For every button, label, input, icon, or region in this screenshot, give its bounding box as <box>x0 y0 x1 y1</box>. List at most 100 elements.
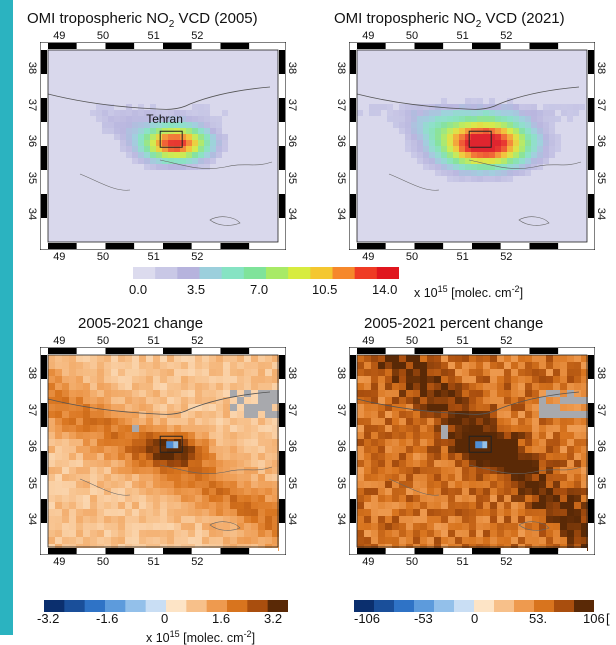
panel-title-2021: OMI tropospheric NO2 VCD (2021) <box>334 10 565 30</box>
tehran-box <box>159 130 183 148</box>
lat-tick-label: 36 <box>595 440 608 453</box>
lon-tick-label: 50 <box>405 251 419 263</box>
lat-tick-label: 37 <box>286 98 299 111</box>
cbar-pct-unit-fragment: [ <box>606 611 610 626</box>
lat-tick-label: 34 <box>286 208 299 221</box>
lon-tick-label: 49 <box>362 335 375 347</box>
colorbar-swatch <box>44 600 65 612</box>
lon-tick-label: 51 <box>147 335 160 347</box>
lon-tick-label: 49 <box>53 335 66 347</box>
lat-tick-label: 36 <box>286 440 299 453</box>
cbar-pct-tick: 53. <box>529 611 548 626</box>
lon-tick-label: 49 <box>53 556 66 568</box>
colorbar-swatch <box>267 600 289 612</box>
lat-tick-label: 37 <box>26 98 39 111</box>
colorbar-swatch <box>243 267 267 279</box>
colorbar-swatch <box>155 267 178 279</box>
colorbar-swatch <box>534 600 555 612</box>
lon-tick-label: 49 <box>362 556 375 568</box>
lat-tick-label: 37 <box>595 98 608 111</box>
lat-tick-label: 35 <box>595 171 608 184</box>
lat-tick-label: 36 <box>335 135 348 148</box>
colorbar-swatch <box>166 600 187 612</box>
lat-tick-label: 34 <box>335 513 348 526</box>
lat-tick-label: 37 <box>335 98 348 111</box>
lon-tick-label: 52 <box>500 556 513 568</box>
map-no2-2005: 49 49 50 50 51 51 52 52 38 38 37 37 36 36 35 35 34 34 Tehr… <box>26 30 298 263</box>
colorbar-swatch <box>227 600 248 612</box>
colorbar-swatch <box>105 600 126 612</box>
lat-tick-label: 38 <box>335 62 348 75</box>
lat-tick-label: 35 <box>286 171 299 184</box>
cbar-conc-tick: 7.0 <box>250 282 269 297</box>
cbar-conc-tick: 0.0 <box>129 282 148 297</box>
lon-tick-label: 51 <box>456 30 469 42</box>
change-field <box>48 355 279 551</box>
lat-tick-label: 35 <box>335 171 348 184</box>
lat-tick-label: 36 <box>286 135 299 148</box>
lat-tick-label: 35 <box>26 171 39 184</box>
lon-tick-label: 52 <box>500 251 513 263</box>
colorbar-percent-change <box>354 599 595 612</box>
cbar-conc-tick: 3.5 <box>187 282 206 297</box>
cbar-pct-tick: 106 <box>583 611 605 626</box>
lat-tick-label: 34 <box>26 513 39 526</box>
colorbar-swatch <box>354 267 378 279</box>
colorbar-swatch <box>206 600 228 612</box>
cbar-change-tick: -1.6 <box>96 611 119 626</box>
colorbar-swatch <box>376 267 400 279</box>
lat-tick-label: 38 <box>26 62 39 75</box>
lat-tick-label: 36 <box>335 440 348 453</box>
colorbar-swatch <box>145 600 167 612</box>
map-percent-change: 49 49 50 50 51 51 52 52 38 38 37 37 36 36 35 35 34 34 <box>335 335 607 568</box>
colorbar-swatch <box>310 267 333 279</box>
lat-tick-label: 34 <box>26 208 39 221</box>
lon-tick-label: 49 <box>362 30 375 42</box>
colorbar-swatch <box>374 600 395 612</box>
colorbar-swatch <box>394 600 415 612</box>
slide-accent-bar <box>0 0 13 635</box>
colorbar-swatch <box>266 267 289 279</box>
lon-tick-label: 51 <box>456 556 469 568</box>
panel-title-percent-change: 2005-2021 percent change <box>364 315 544 332</box>
cbar-conc-tick: 10.5 <box>312 282 338 297</box>
lat-tick-label: 35 <box>26 476 39 489</box>
colorbar-swatch <box>574 600 595 612</box>
cbar-pct-tick: 0 <box>471 611 479 626</box>
lon-tick-label: 50 <box>96 556 110 568</box>
lon-tick-label: 49 <box>362 251 375 263</box>
lat-tick-label: 38 <box>286 62 299 75</box>
lon-tick-label: 50 <box>405 335 419 347</box>
lon-tick-label: 52 <box>500 335 513 347</box>
cbar-change-tick: 1.6 <box>212 611 231 626</box>
cbar-conc-unit: x 1015 [molec. cm-2] <box>414 284 524 301</box>
cbar-change-unit: x 1015 [molec. cm-2] <box>146 629 256 645</box>
map-no2-2021: 49 49 50 50 51 51 52 52 38 38 37 37 36 36 35 35 34 34 <box>335 30 607 263</box>
lon-tick-label: 51 <box>147 556 160 568</box>
colorbar-swatch <box>494 600 515 612</box>
lat-tick-label: 38 <box>595 367 608 380</box>
colorbar-swatch <box>125 600 147 612</box>
colorbar-swatch <box>133 267 156 279</box>
colorbar-swatch <box>454 600 475 612</box>
colorbar-swatch <box>434 600 455 612</box>
lat-tick-label: 34 <box>595 513 608 526</box>
lat-tick-label: 38 <box>595 62 608 75</box>
colorbar-swatch <box>474 600 495 612</box>
lon-tick-label: 49 <box>53 30 66 42</box>
cbar-change-tick: 3.2 <box>264 611 283 626</box>
cbar-change-tick: 0 <box>161 611 169 626</box>
lat-tick-label: 38 <box>26 367 39 380</box>
colorbar-swatch <box>554 600 575 612</box>
panel-title-change: 2005-2021 change <box>78 315 204 332</box>
lat-tick-label: 35 <box>595 476 608 489</box>
lon-tick-label: 50 <box>405 30 419 42</box>
change-field <box>357 355 588 551</box>
colorbar-swatch <box>288 267 311 279</box>
lat-tick-label: 37 <box>595 403 608 416</box>
colorbar-swatch <box>177 267 200 279</box>
lat-tick-label: 34 <box>286 513 299 526</box>
lon-tick-label: 52 <box>191 335 204 347</box>
colorbar-swatch <box>221 267 245 279</box>
lat-tick-label: 34 <box>595 208 608 221</box>
